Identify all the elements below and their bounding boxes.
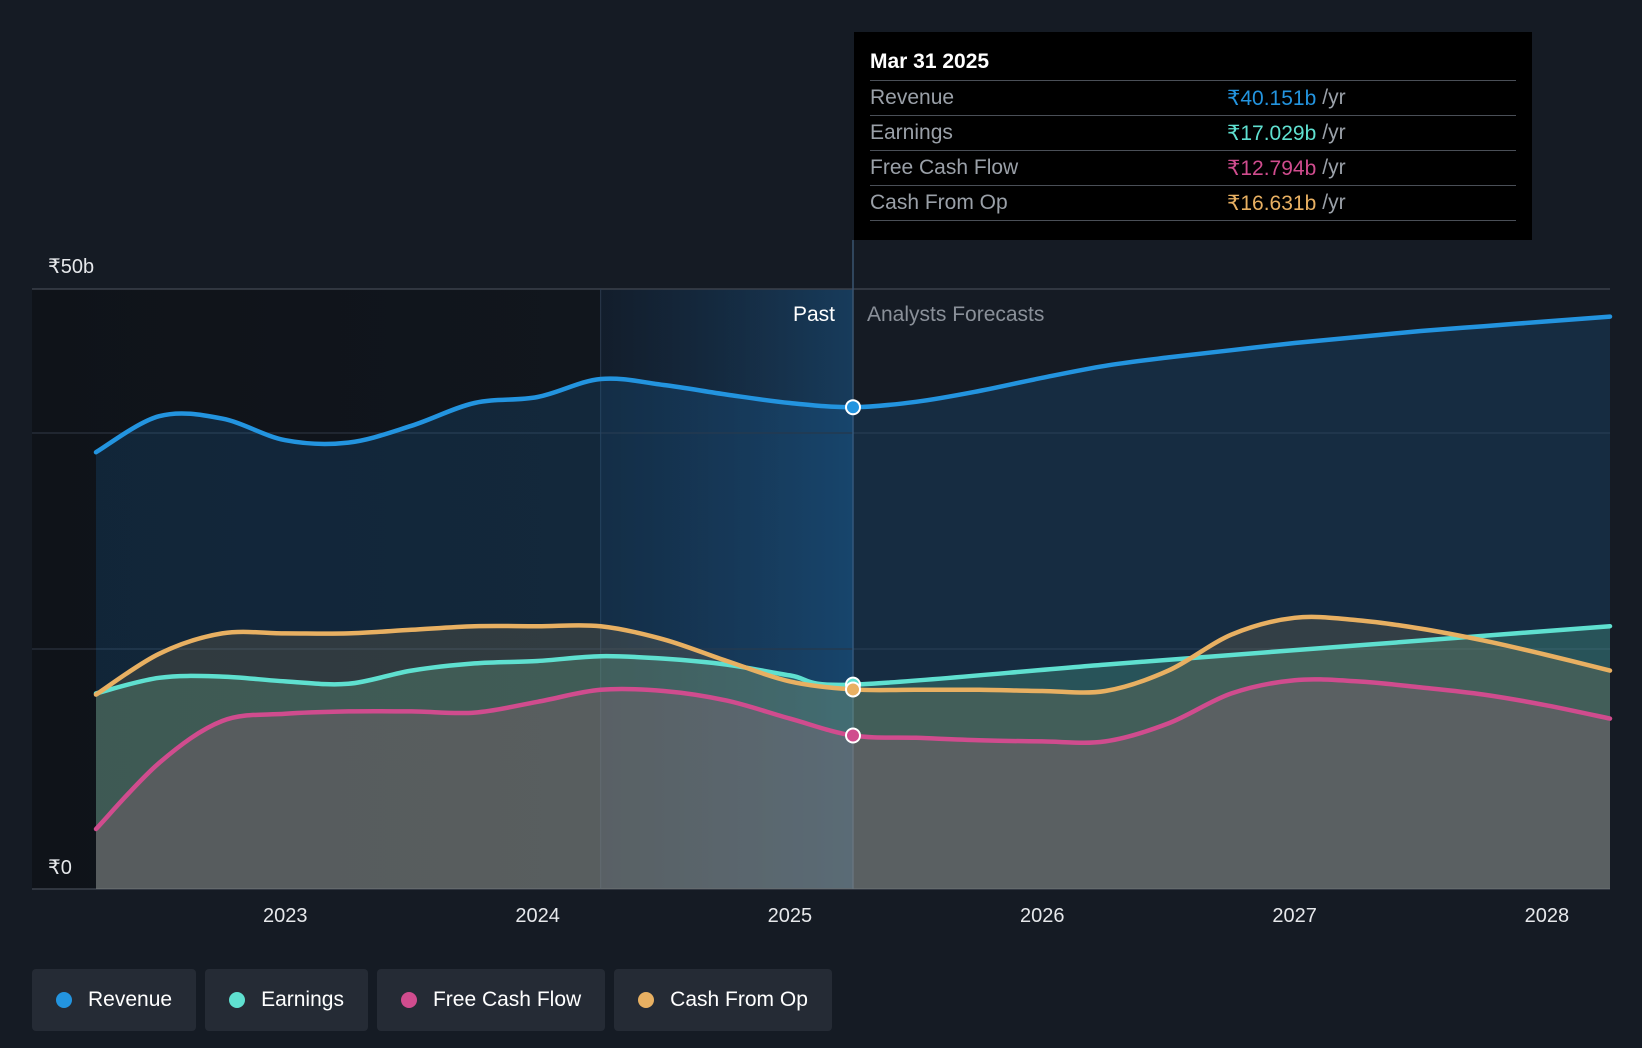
highlight-region <box>600 289 853 889</box>
x-tick-label: 2028 <box>1525 905 1570 927</box>
x-tick-label: 2026 <box>1020 905 1065 927</box>
legend-item-free-cash-flow[interactable]: Free Cash Flow <box>376 969 606 1031</box>
x-tick-label: 2025 <box>768 905 813 927</box>
axis-labels: ₹50b ₹0 2023 2024 2025 2026 2027 2028 Past Analys… <box>48 256 1569 927</box>
tooltip-row-value: ₹12.794b <box>1227 156 1317 180</box>
tooltip-row: Earnings ₹17.029b/yr <box>870 115 1516 150</box>
tooltip-row-name: Free Cash Flow <box>870 156 1019 179</box>
tooltip-row-value: ₹16.631b <box>1227 191 1317 215</box>
tooltip-rows: Revenue ₹40.151b/yr Earnings ₹17.029b/yr Fre… <box>870 80 1516 221</box>
x-tick-label: 2024 <box>515 905 560 927</box>
tooltip-row-name: Revenue <box>870 86 955 109</box>
tooltip-row: Revenue ₹40.151b/yr <box>870 80 1516 115</box>
legend-item-cash-from-op[interactable]: Cash From Op <box>614 969 832 1031</box>
revenue-marker <box>845 399 861 416</box>
legend-dot-icon <box>638 992 655 1008</box>
legend-dot-icon <box>400 992 417 1008</box>
revenue-line <box>93 314 1613 455</box>
tooltip: Mar 31 2025 Revenue ₹40.151b/yr Earnings ₹1… <box>854 32 1532 240</box>
tooltip-row-value: ₹17.029b <box>1227 121 1317 145</box>
legend-dot-icon <box>56 992 72 1008</box>
tooltip-row-unit: /yr <box>1322 86 1346 109</box>
legend-item-revenue[interactable]: Revenue <box>32 969 197 1031</box>
tooltip-row-unit: /yr <box>1322 121 1346 144</box>
y-tick-label: ₹0 <box>48 857 72 879</box>
tooltip-row-value: ₹40.151b <box>1227 86 1317 110</box>
series-markers <box>845 399 861 744</box>
legend-label: Free Cash Flow <box>432 988 582 1011</box>
tooltip-row-unit: /yr <box>1322 191 1346 214</box>
tooltip-date: Mar 31 2025 <box>870 50 990 73</box>
grid-lines <box>32 240 1610 890</box>
legend-dot-icon <box>229 992 246 1008</box>
past-label: Past <box>793 303 835 326</box>
x-tick-label: 2023 <box>263 905 308 927</box>
chart-background <box>32 289 853 889</box>
legend: Revenue Earnings Free Cash Flow Cash From O… <box>32 969 832 1031</box>
legend-label: Earnings <box>261 988 344 1011</box>
tooltip-row-name: Earnings <box>870 121 953 144</box>
legend-label: Cash From Op <box>670 988 808 1011</box>
legend-label: Revenue <box>88 988 173 1011</box>
tooltip-row: Cash From Op ₹16.631b/yr <box>870 185 1516 221</box>
forecast-label: Analysts Forecasts <box>867 303 1044 326</box>
series-areas <box>96 316 1610 890</box>
cash-from-op-marker <box>845 681 861 698</box>
free-cash-flow-marker <box>845 727 861 744</box>
y-tick-label: ₹50b <box>48 256 94 278</box>
tooltip-row-unit: /yr <box>1322 156 1346 179</box>
x-tick-label: 2027 <box>1272 905 1317 927</box>
legend-item-earnings[interactable]: Earnings <box>205 969 368 1031</box>
free-cash-flow-area <box>96 679 1610 889</box>
revenue-area <box>96 316 1610 890</box>
tooltip-row: Free Cash Flow ₹12.794b/yr <box>870 150 1516 185</box>
cash-from-op-area <box>96 616 1610 889</box>
tooltip-row-name: Cash From Op <box>870 191 1008 214</box>
